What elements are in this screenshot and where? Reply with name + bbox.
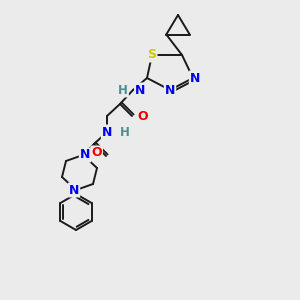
Text: N: N: [80, 148, 90, 161]
Text: O: O: [137, 110, 148, 122]
Text: H: H: [118, 83, 128, 97]
Text: H: H: [120, 125, 130, 139]
Text: N: N: [69, 184, 79, 196]
Text: N: N: [190, 71, 200, 85]
Text: N: N: [102, 125, 112, 139]
Text: S: S: [148, 49, 157, 62]
Text: O: O: [92, 146, 102, 160]
Text: N: N: [135, 83, 146, 97]
Text: N: N: [165, 83, 175, 97]
